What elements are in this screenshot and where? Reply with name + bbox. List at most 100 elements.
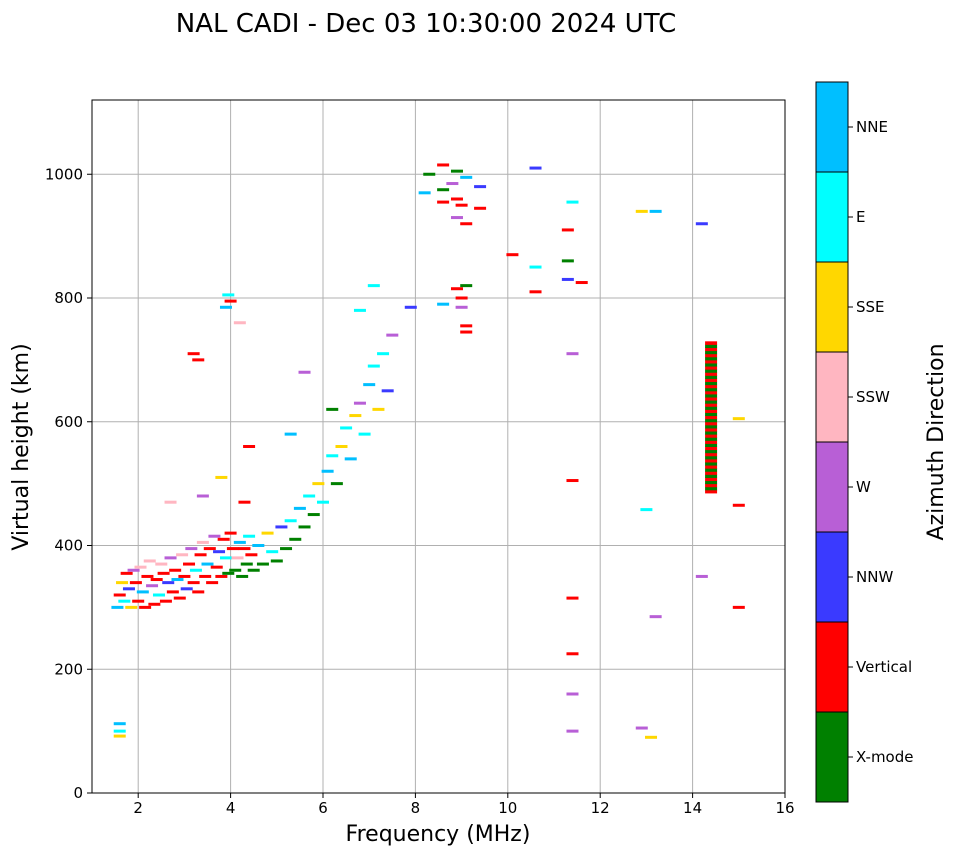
echo-point — [134, 565, 147, 569]
echo-column-segment — [705, 406, 718, 410]
echo-point — [173, 596, 186, 600]
echo-point — [326, 407, 339, 411]
echo-point — [113, 734, 126, 738]
echo-point — [732, 417, 745, 421]
colorbar-label-ssw: SSW — [856, 388, 890, 406]
echo-point — [217, 537, 230, 541]
echo-column-segment — [705, 350, 718, 355]
echo-column-segment — [705, 418, 718, 423]
echo-point — [240, 562, 253, 566]
y-axis-label: Virtual height (km) — [9, 343, 34, 550]
echo-point — [266, 550, 279, 554]
echo-point — [159, 599, 172, 603]
echo-point — [349, 414, 362, 418]
echo-column-segment — [705, 381, 718, 386]
echo-point — [455, 305, 468, 309]
echo-point — [219, 556, 232, 560]
echo-column-segment — [705, 465, 718, 469]
echo-column-segment — [705, 474, 718, 478]
echo-point — [127, 568, 140, 572]
echo-point — [317, 500, 329, 504]
echo-column-segment — [705, 468, 718, 472]
echo-point — [164, 500, 177, 504]
echo-point — [136, 590, 149, 594]
echo-point — [474, 185, 487, 189]
echo-point — [196, 494, 209, 498]
echo-column-segment — [705, 483, 718, 488]
echo-column-segment — [705, 412, 718, 417]
echo-point — [224, 299, 237, 303]
echo-point — [404, 305, 417, 309]
echo-point — [566, 729, 579, 733]
echo-point — [113, 722, 126, 726]
echo-point — [418, 191, 431, 195]
y-tick-label: 600 — [54, 413, 83, 431]
echo-column-segment — [705, 366, 718, 370]
echo-point — [224, 531, 237, 535]
echo-point — [307, 513, 320, 517]
y-axis-ticks: 0 200 400 600 800 1000 — [45, 165, 92, 802]
echo-point — [460, 324, 473, 328]
echo-point — [247, 568, 260, 572]
x-tick-label: 14 — [683, 799, 702, 817]
echo-point — [561, 228, 574, 232]
echo-point — [529, 166, 542, 170]
echo-point — [141, 574, 154, 578]
echo-column-segment — [705, 403, 718, 407]
echo-point — [256, 562, 269, 566]
echo-point — [460, 330, 473, 334]
colorbar-segment — [816, 352, 848, 442]
y-tick-label: 1000 — [45, 165, 83, 183]
echo-point — [649, 209, 662, 213]
echo-point — [219, 305, 232, 309]
echo-point — [450, 287, 463, 291]
echo-point — [367, 284, 380, 288]
echo-point — [155, 562, 168, 566]
colorbar-segment — [816, 712, 848, 802]
y-tick-label: 0 — [73, 784, 83, 802]
echo-column-segment — [705, 353, 718, 358]
echo-column-segment — [705, 421, 718, 426]
echo-point — [381, 389, 394, 393]
echo-point — [192, 590, 205, 594]
echo-point — [185, 547, 198, 551]
echo-point — [162, 581, 175, 585]
echo-point — [243, 534, 256, 538]
echo-point — [640, 508, 653, 512]
echo-point — [148, 602, 161, 606]
echo-column-segment — [705, 369, 718, 373]
plot-frame — [91, 99, 786, 794]
echo-point — [222, 293, 235, 297]
echo-point — [450, 216, 463, 220]
echo-point — [122, 587, 135, 591]
echo-point — [344, 457, 357, 461]
echo-column-segment — [705, 409, 718, 413]
echo-point — [231, 556, 244, 560]
echo-point — [635, 209, 648, 213]
x-axis-label: Frequency (MHz) — [346, 822, 531, 847]
echo-point — [340, 426, 353, 430]
echo-point — [321, 469, 334, 473]
echo-point — [189, 568, 202, 572]
echo-points — [111, 163, 745, 739]
echo-point — [129, 581, 142, 585]
echo-column-segment — [705, 378, 718, 383]
colorbar-label-sse: SSE — [856, 298, 885, 316]
colorbar-label-vertical: Vertical — [856, 658, 912, 676]
echo-point — [377, 352, 390, 356]
echo-point — [125, 605, 138, 609]
echo-point — [450, 197, 463, 201]
echo-point — [330, 482, 343, 486]
echo-point — [363, 383, 376, 387]
echo-point — [506, 253, 519, 257]
echo-column-segment — [705, 452, 718, 457]
echo-point — [284, 519, 297, 523]
echo-point — [187, 581, 200, 585]
echo-column-segment — [705, 356, 718, 361]
echo-point — [367, 364, 380, 368]
echo-point — [460, 175, 473, 179]
echo-column-segment — [705, 415, 718, 420]
echo-point — [183, 562, 196, 566]
x-tick-label: 4 — [226, 799, 236, 817]
